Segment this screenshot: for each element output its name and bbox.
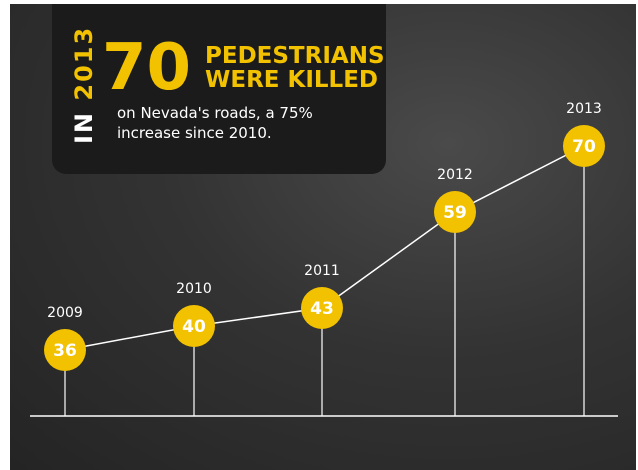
data-point-2010 [173,305,215,347]
value-label-2010: 40 [182,317,206,337]
data-point-2009 [44,329,86,371]
headline-panel [52,4,386,174]
data-point-2013 [563,125,605,167]
subtext-line-1: on Nevada's roads, a 75% [117,104,313,122]
headline-big-number: 70 [102,31,192,105]
infographic-canvas: IN 2013 70 PEDESTRIANS WERE KILLED on Ne… [10,4,636,470]
year-label-2012: 2012 [437,167,473,183]
value-label-2012: 59 [443,203,467,223]
year-label-2009: 2009 [47,305,83,321]
headline-line-2: WERE KILLED [205,67,379,93]
subtext-line-2: increase since 2010. [117,124,272,142]
data-point-2011 [301,287,343,329]
value-label-2013: 70 [572,137,596,157]
headline-line-1: PEDESTRIANS [205,43,385,69]
line-chart: 36 2009 40 2010 43 2011 59 2012 70 2013 [30,101,618,417]
year-label-2013: 2013 [566,101,602,117]
year-label-2011: 2011 [304,263,340,279]
value-label-2009: 36 [53,341,77,361]
data-point-2012 [434,191,476,233]
value-label-2011: 43 [310,299,334,319]
year-label-2010: 2010 [176,281,212,297]
